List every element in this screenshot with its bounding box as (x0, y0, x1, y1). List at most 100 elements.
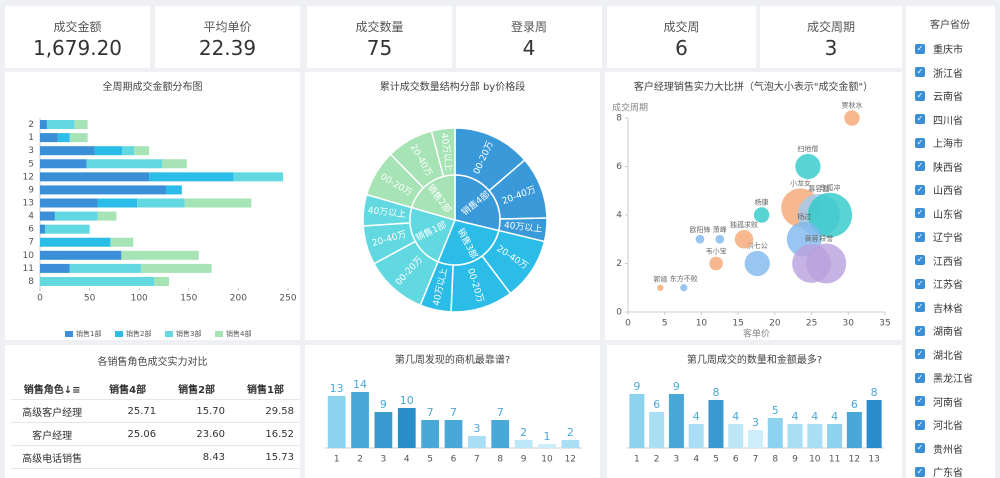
checkbox[interactable]: ✓ (915, 325, 925, 336)
filter-item[interactable]: ✓ 山东省 (915, 206, 963, 221)
filter-item[interactable]: ✓ 湖南省 (915, 323, 963, 338)
bar (94, 146, 123, 156)
slice-label: 40万以上 (438, 132, 454, 172)
x-tick-label: 11 (829, 455, 840, 465)
filter-item[interactable]: ✓ 河北省 (915, 417, 963, 432)
y-tick-label: 4 (616, 211, 622, 221)
checkbox[interactable]: ✓ (915, 137, 925, 148)
x-tick-label: 12 (565, 455, 576, 465)
slice-label: 40万以上 (367, 205, 406, 220)
bar (827, 424, 843, 448)
bar (86, 159, 163, 169)
filter-item[interactable]: ✓ 广东省 (915, 464, 963, 478)
bar (708, 400, 724, 448)
kpi-label: 成交周期 (806, 20, 855, 34)
filter-item[interactable]: ✓ 河南省 (915, 394, 963, 409)
filter-item[interactable]: ✓ 上海市 (915, 135, 963, 150)
x-tick-label: 35 (879, 319, 890, 329)
filter-item[interactable]: ✓ 吉林省 (915, 300, 963, 315)
bubble-label: 洪七公 (747, 241, 768, 250)
table-row: 高级电话销售 8.43 15.73 (11, 445, 300, 469)
filter-item[interactable]: ✓ 贵州省 (915, 441, 963, 456)
filter-label: 吉林省 (933, 303, 963, 315)
checkbox[interactable]: ✓ (915, 67, 925, 77)
x-tick-label: 12 (849, 455, 860, 465)
bar (467, 436, 486, 448)
filter-label: 云南省 (933, 92, 963, 103)
filter-item[interactable]: ✓ 四川省 (915, 112, 963, 127)
filter-item[interactable]: ✓ 山西省 (915, 182, 963, 197)
card: 成交周期 3 (760, 6, 902, 68)
checkbox[interactable]: ✓ (915, 43, 925, 54)
filter-item[interactable]: ✓ 辽宁省 (915, 229, 963, 244)
slice-label: 40万以上 (503, 220, 542, 235)
bar (69, 263, 142, 273)
x-tick-label: 150 (180, 294, 197, 304)
value-label: 2 (520, 426, 527, 439)
filter-item[interactable]: ✓ 重庆市 (915, 41, 963, 56)
checkbox[interactable]: ✓ (915, 349, 925, 359)
filter-label: 河南省 (933, 397, 963, 409)
checkbox[interactable]: ✓ (915, 443, 925, 453)
y-tick-label: 6 (616, 162, 622, 172)
checkbox[interactable]: ✓ (915, 419, 925, 430)
checkbox[interactable]: ✓ (915, 90, 925, 101)
filter-label: 广东省 (933, 468, 963, 478)
x-tick-label: 7 (753, 455, 759, 465)
bar (184, 198, 252, 208)
column-header: 销售2部 (162, 377, 232, 400)
y-tick-label: 12 (23, 172, 34, 182)
bar (40, 211, 55, 221)
checkbox[interactable]: ✓ (915, 208, 925, 218)
value-label: 3 (752, 416, 759, 429)
filter-item[interactable]: ✓ 江苏省 (915, 276, 963, 291)
checkbox[interactable]: ✓ (915, 231, 925, 242)
checkbox[interactable]: ✓ (915, 184, 925, 195)
checkbox[interactable]: ✓ (915, 278, 925, 289)
chart-title: 客户经理销售实力大比拼（气泡大小表示"成交金额"） (634, 80, 873, 93)
x-tick-label: 8 (497, 455, 503, 465)
x-tick-label: 10 (809, 455, 821, 465)
legend-swatch (65, 331, 73, 337)
checkbox[interactable]: ✓ (915, 396, 925, 406)
filter-item[interactable]: ✓ 黑龙江省 (915, 370, 973, 385)
bar (327, 396, 346, 448)
bubble (744, 250, 770, 277)
bubble-label: 黄蓉 (805, 234, 819, 243)
y-tick-label: 0 (616, 308, 622, 318)
filter-item[interactable]: ✓ 云南省 (915, 88, 963, 103)
filter-item[interactable]: ✓ 湖北省 (915, 347, 963, 362)
filter-item[interactable]: ✓ 浙江省 (915, 65, 963, 80)
bubble-label: 萧峰 (713, 225, 727, 234)
bar (162, 159, 187, 169)
checkbox[interactable]: ✓ (915, 466, 925, 477)
bar (787, 424, 803, 448)
bar (110, 237, 134, 247)
bar (233, 172, 284, 182)
checkbox[interactable]: ✓ (915, 255, 925, 265)
cell: 25.71 (93, 399, 163, 423)
bar (747, 430, 764, 448)
x-tick-label: 9 (792, 455, 798, 465)
bar (514, 440, 533, 448)
value-label: 9 (633, 380, 640, 393)
bar (69, 133, 88, 143)
checkbox[interactable]: ✓ (915, 114, 925, 124)
checkbox[interactable]: ✓ (915, 161, 925, 171)
value-label: 1 (543, 430, 550, 443)
bubble (657, 284, 664, 291)
column-header: 销售4部 (93, 377, 163, 400)
filter-label: 湖南省 (933, 327, 963, 338)
bar (97, 198, 138, 208)
filter-item[interactable]: ✓ 江西省 (915, 253, 963, 268)
bubble-label: 韦小宝 (706, 247, 727, 256)
filter-label: 辽宁省 (933, 233, 963, 244)
checkbox[interactable]: ✓ (915, 302, 925, 312)
checkbox[interactable]: ✓ (915, 372, 925, 383)
cell: 8.43 (162, 445, 232, 469)
value-label: 7 (497, 406, 504, 419)
bar (807, 424, 823, 448)
filter-item[interactable]: ✓ 陕西省 (915, 159, 963, 174)
cell: 29.58 (231, 399, 300, 423)
